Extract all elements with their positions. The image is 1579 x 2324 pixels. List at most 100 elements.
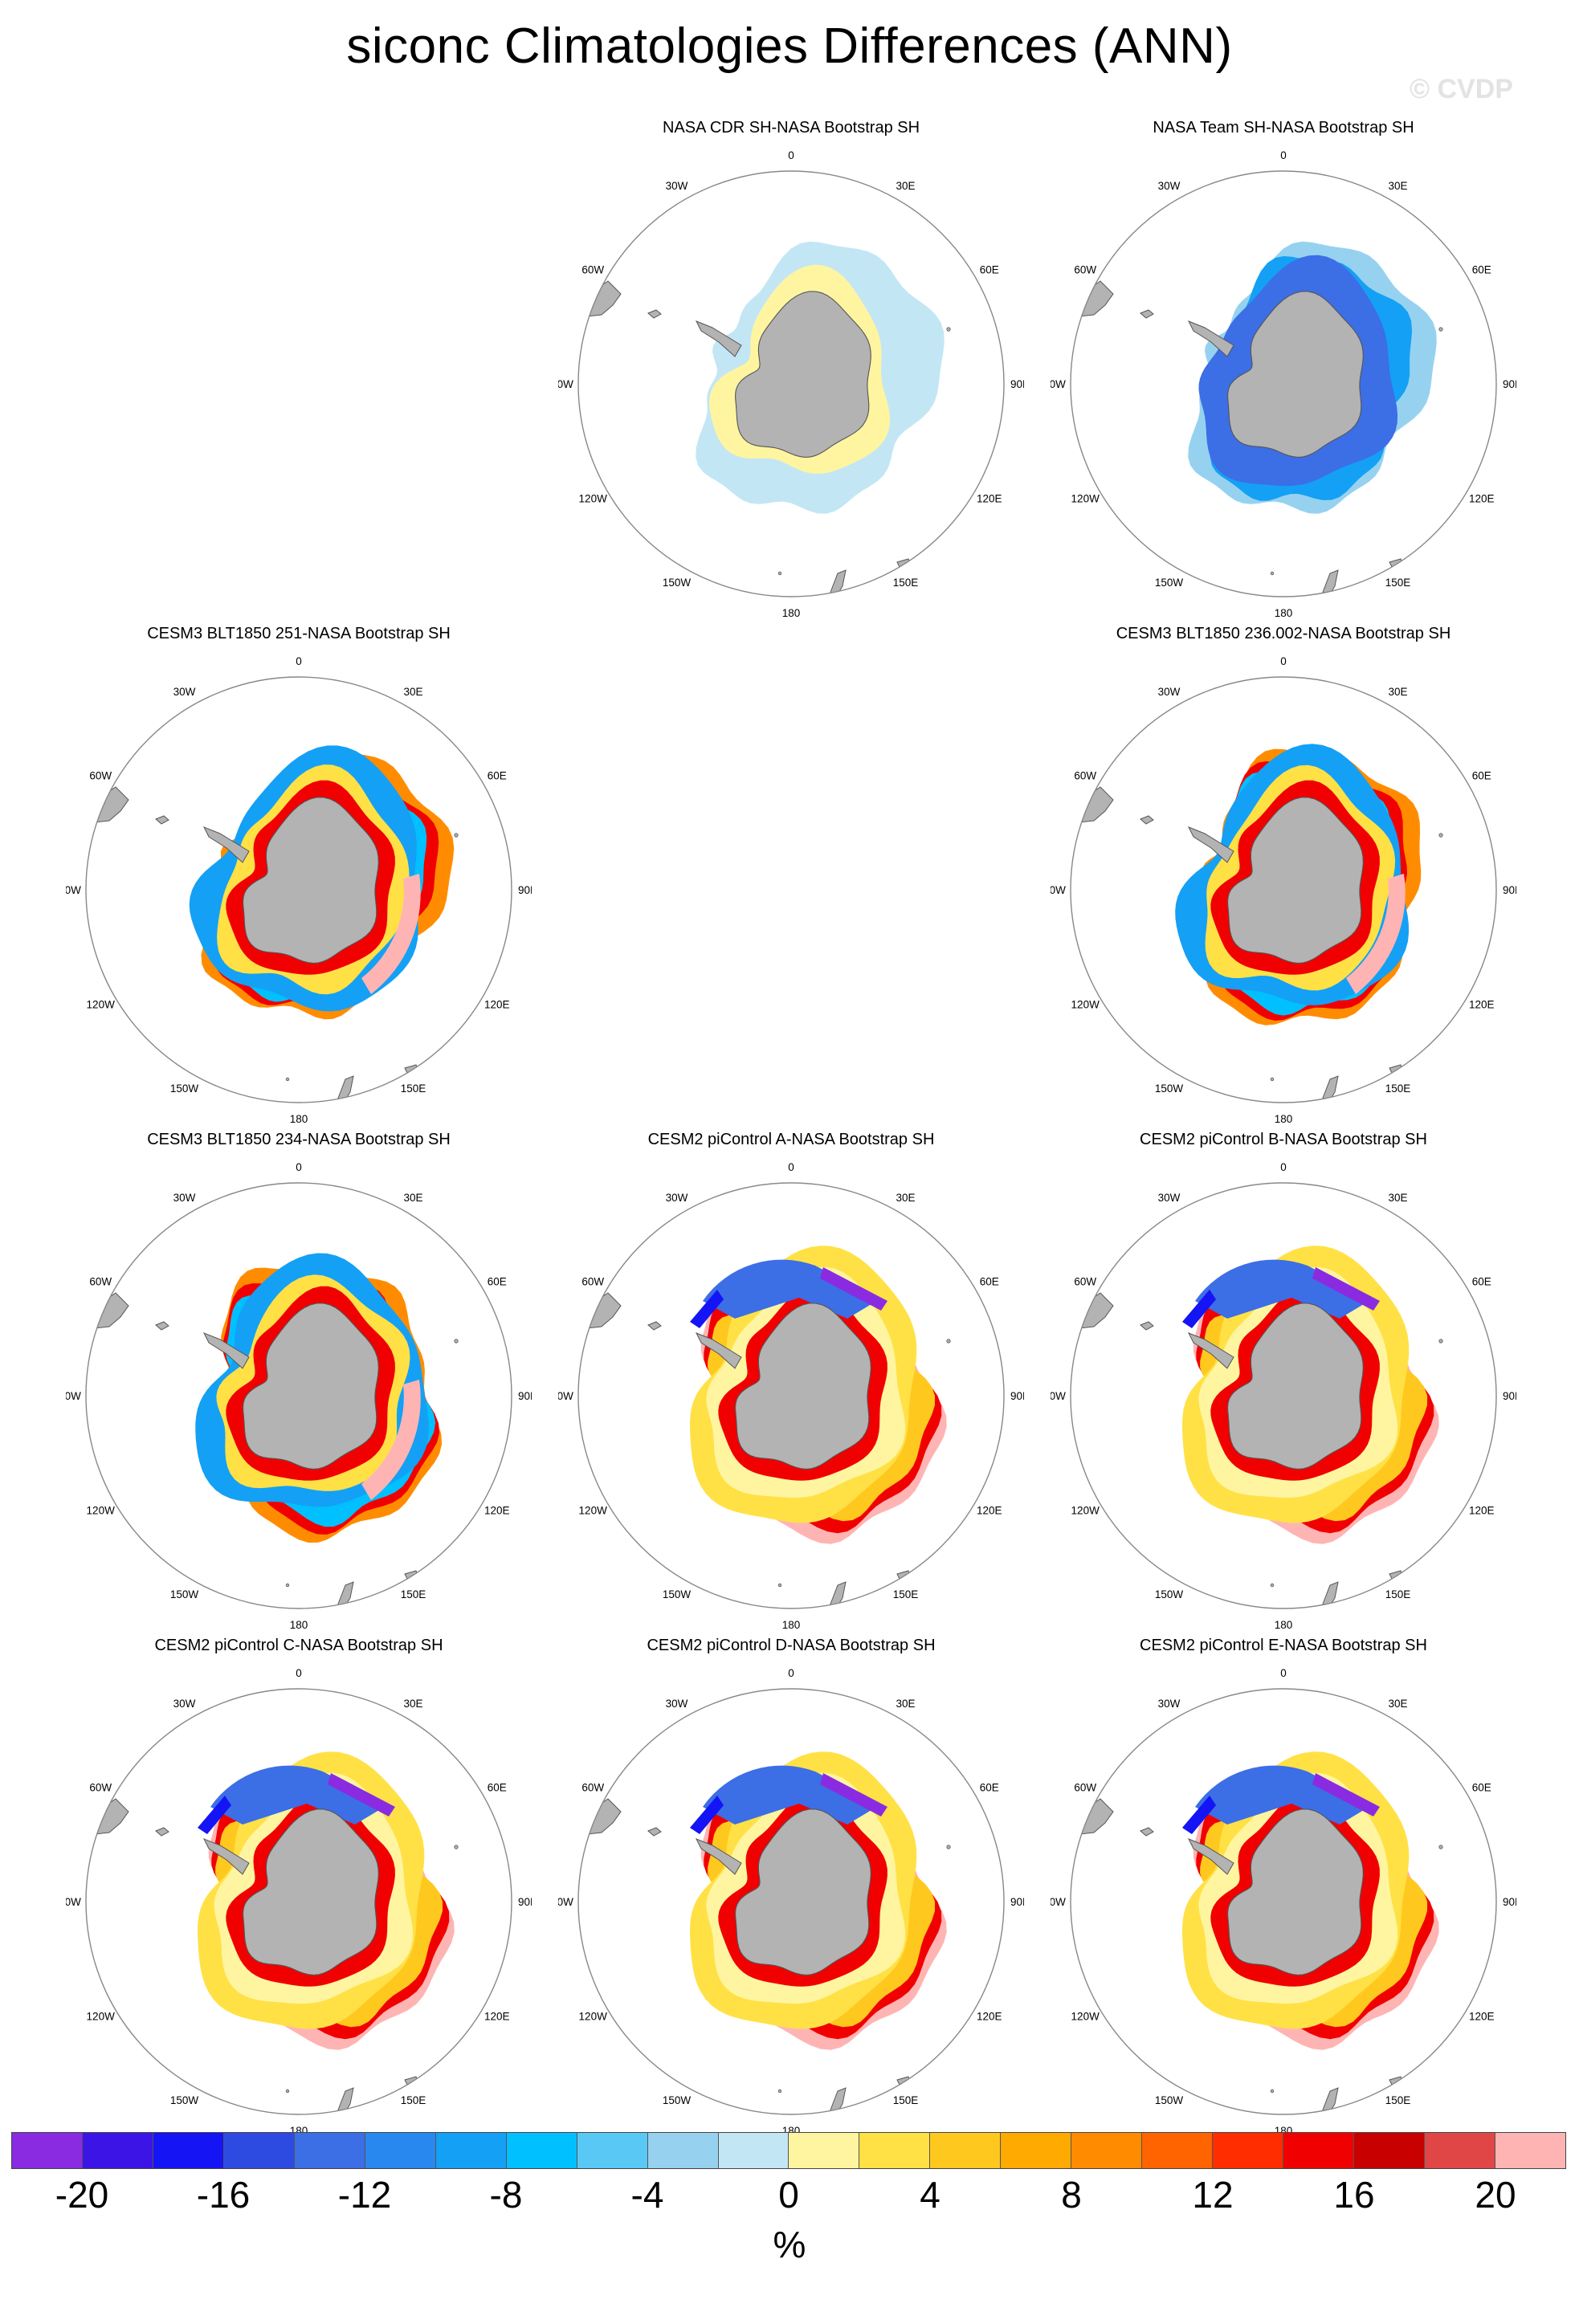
map-content <box>1071 1689 1496 2114</box>
longitude-label: 90W <box>1051 1896 1066 1908</box>
polar-map: 030E60E90E120E150E180150W120W90W60W30W <box>1051 1161 1516 1631</box>
kerguelen-island <box>946 1339 951 1343</box>
longitude-label: 90W <box>66 884 81 896</box>
colorbar-tick-label: 16 <box>1333 2174 1375 2216</box>
longitude-label: 30W <box>173 1698 196 1710</box>
colorbar-tick-label: 12 <box>1192 2174 1234 2216</box>
colorbar-swatch <box>365 2133 436 2168</box>
ice-diff-dark-blue-patch <box>690 1796 724 1834</box>
longitude-label: 30E <box>1388 686 1407 698</box>
map-panel: CESM3 BLT1850 251-NASA Bootstrap SH 0 30E… <box>66 625 532 1131</box>
colorbar-swatch <box>294 2133 365 2168</box>
map-content <box>578 1183 1004 1608</box>
longitude-label: 90W <box>66 1896 81 1908</box>
longitude-label: 90E <box>518 884 532 896</box>
falkland-islands <box>1140 309 1154 319</box>
panel-title: CESM2 piControl A-NASA Bootstrap SH <box>647 1131 935 1148</box>
longitude-label: 60E <box>1472 770 1491 782</box>
small-island <box>285 2089 290 2094</box>
longitude-label: 0 <box>296 1667 302 1679</box>
antarctica-landmass <box>735 1808 871 1975</box>
antarctic-peninsula <box>1187 826 1234 863</box>
longitude-label: 150E <box>1385 2094 1411 2106</box>
longitude-label: 120E <box>484 999 510 1011</box>
map-boundary-circle <box>1070 1688 1497 2115</box>
longitude-label: 120W <box>579 493 608 505</box>
polar-map: 030E60E90E120E150E180150W120W90W60W30W <box>1051 149 1516 619</box>
polar-map: 030E60E90E120E150E180150W120W90W60W30W <box>558 1161 1024 1631</box>
longitude-label: 180 <box>1275 607 1293 619</box>
longitude-label: 150W <box>170 1082 199 1095</box>
longitude-label: 120E <box>977 2011 1002 2023</box>
longitude-label: 60W <box>581 1276 604 1288</box>
longitude-label: 180 <box>1275 1619 1293 1631</box>
colorbar-swatch <box>1283 2133 1355 2168</box>
longitude-label: 150W <box>1155 2094 1184 2106</box>
ice-diff-purple-sector <box>328 1773 395 1816</box>
longitude-label: 60W <box>1074 770 1096 782</box>
ice-diff-dark-blue-patch <box>1182 1290 1216 1328</box>
colorbar-tick-label: 8 <box>1061 2174 1082 2216</box>
longitude-label: 0 <box>296 655 302 667</box>
polar-map: 030E60E90E120E150E180150W120W90W60W30W <box>1051 655 1516 1125</box>
colorbar-unit: % <box>773 2224 806 2265</box>
falkland-islands <box>1140 1321 1154 1331</box>
panel-title: CESM3 BLT1850 251-NASA Bootstrap SH <box>147 625 451 642</box>
longitude-label: 120E <box>1469 2011 1495 2023</box>
cvdp-watermark: © CVDP <box>1410 74 1513 104</box>
antarctica-landmass <box>243 797 379 964</box>
longitude-label: 120E <box>484 1505 510 1517</box>
map-panel: CESM2 piControl C-NASA Bootstrap SH 0 30E… <box>66 1637 532 2143</box>
longitude-label: 30W <box>1158 1698 1181 1710</box>
map-boundary-circle <box>577 1688 1005 2115</box>
kerguelen-island <box>1438 1339 1443 1343</box>
ice-diff-blue-sector <box>703 1765 879 1825</box>
panel-title: NASA Team SH-NASA Bootstrap SH <box>1153 119 1414 137</box>
panel-title: CESM2 piControl B-NASA Bootstrap SH <box>1140 1131 1427 1148</box>
panel-title: CESM3 BLT1850 234-NASA Bootstrap SH <box>147 1131 451 1148</box>
longitude-label: 90W <box>1051 884 1066 896</box>
map-boundary-circle <box>1070 676 1497 1103</box>
polar-map: 030E60E90E120E150E180150W120W90W60W30W <box>66 655 532 1125</box>
longitude-label: 90E <box>1503 378 1516 390</box>
longitude-label: 120W <box>87 1505 116 1517</box>
falkland-islands <box>155 1321 169 1331</box>
longitude-label: 30W <box>666 180 688 192</box>
longitude-label: 120E <box>1469 493 1495 505</box>
colorbar-tick-label: -4 <box>630 2174 664 2216</box>
longitude-label: 60W <box>1074 264 1096 276</box>
longitude-label: 30W <box>173 1192 196 1204</box>
longitude-label: 120W <box>1071 1505 1100 1517</box>
map-content <box>1071 1183 1496 1608</box>
map-panel: NASA Team SH-NASA Bootstrap SH 0 30E 60E 90… <box>1051 119 1516 625</box>
kerguelen-island <box>1438 833 1443 838</box>
longitude-label: 150E <box>893 2094 919 2106</box>
longitude-label: 60E <box>488 770 507 782</box>
panel-title: CESM3 BLT1850 236.002-NASA Bootstrap SH <box>1116 625 1451 642</box>
map-content <box>86 677 512 1103</box>
colorbar-swatch <box>153 2133 224 2168</box>
kerguelen-island <box>454 1845 459 1849</box>
longitude-label: 180 <box>290 1113 308 1125</box>
polar-map: 030E60E90E120E150E180150W120W90W60W30W <box>66 1667 532 2137</box>
ice-diff-blue-sector <box>210 1765 387 1825</box>
longitude-label: 90W <box>558 1896 573 1908</box>
longitude-label: 60W <box>581 264 604 276</box>
antarctica-landmass <box>243 1808 379 1975</box>
kerguelen-island <box>946 327 951 332</box>
ice-diff-dark-blue-patch <box>690 1290 724 1328</box>
longitude-label: 90W <box>1051 378 1066 390</box>
longitude-label: 90W <box>66 1390 81 1402</box>
polar-map: 030E60E90E120E150E180150W120W90W60W30W <box>558 1667 1024 2137</box>
longitude-label: 0 <box>1280 1161 1287 1173</box>
ice-diff-dark-blue-patch <box>1182 1796 1216 1834</box>
longitude-label: 30W <box>1158 1192 1181 1204</box>
longitude-label: 120E <box>977 1505 1002 1517</box>
longitude-label: 90E <box>1503 1896 1516 1908</box>
longitude-label: 90W <box>558 1390 573 1402</box>
longitude-label: 30E <box>1388 1192 1407 1204</box>
map-panel: CESM2 piControl B-NASA Bootstrap SH 0 30E… <box>1051 1131 1516 1637</box>
antarctica-landmass <box>1227 797 1364 964</box>
map-content <box>578 1689 1004 2114</box>
map-boundary-circle <box>577 170 1005 597</box>
